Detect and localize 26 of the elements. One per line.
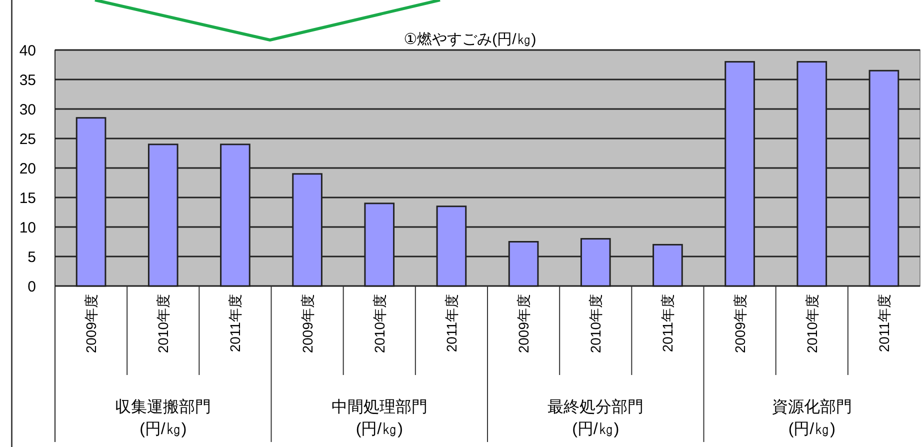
text: 資源化部門 (円/㎏): [772, 398, 852, 438]
x-tick-label: 2010年度: [804, 294, 820, 354]
text: 収集運搬部門 (円/㎏): [115, 398, 212, 438]
y-tick-label: 35: [19, 72, 36, 89]
y-tick-label: 5: [28, 248, 36, 266]
y-tick-label: 40: [19, 42, 36, 60]
text: 最終処分部門 (円/㎏): [548, 398, 644, 438]
x-tick-label: 2011年度: [876, 294, 892, 352]
x-tick-label: 2011年度: [443, 294, 460, 352]
y-tick-label: 10: [19, 219, 36, 236]
x-tick-label: 2009年度: [299, 294, 316, 354]
x-tick-label: 2009年度: [732, 294, 748, 354]
x-tick-label: 2011年度: [660, 294, 676, 352]
text: 中間処理部門 (円/㎏): [331, 398, 428, 438]
x-tick-label: 2009年度: [83, 294, 100, 354]
x-tick-label: 2009年度: [516, 294, 532, 354]
y-tick-label: 0: [28, 278, 36, 296]
y-tick-label: 15: [19, 190, 36, 207]
y-tick-label: 30: [19, 101, 36, 118]
y-tick-label: 20: [19, 160, 36, 178]
chart-title: ①燃やすごみ(円/㎏): [404, 31, 536, 48]
x-tick-label: 2011年度: [227, 294, 244, 352]
x-tick-label: 2010年度: [588, 294, 604, 354]
y-tick-label: 25: [19, 130, 36, 148]
x-tick-label: 2010年度: [371, 294, 388, 354]
x-tick-label: 2010年度: [155, 294, 172, 354]
